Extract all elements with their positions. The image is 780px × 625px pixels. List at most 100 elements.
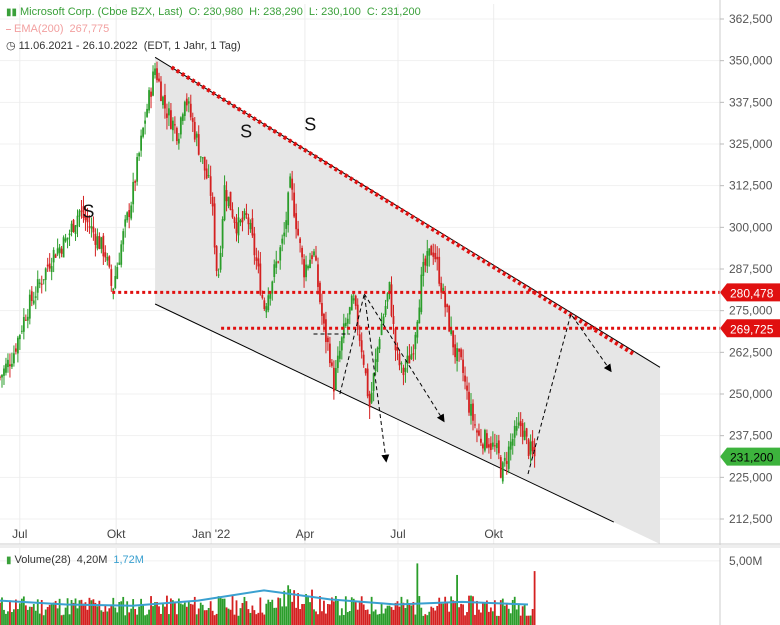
volume-bar	[124, 615, 127, 625]
volume-bar	[1, 597, 3, 625]
volume-bar	[201, 604, 204, 625]
volume-bar	[390, 607, 393, 625]
volume-bar	[426, 615, 429, 625]
legend-line-2: ⎯ EMA(200) 267,775	[6, 23, 115, 35]
volume-bar	[20, 598, 23, 625]
volume-bar	[70, 599, 73, 625]
volume-bar	[430, 606, 433, 625]
candle-body	[382, 316, 385, 324]
volume-bar	[376, 614, 379, 625]
candle-body	[446, 304, 449, 308]
volume-bar	[46, 606, 49, 625]
candle-body	[436, 256, 439, 260]
volume-bar	[438, 597, 441, 625]
volume-bar	[440, 603, 443, 625]
candle-body	[132, 181, 135, 205]
volume-bar	[501, 598, 504, 625]
candle-body	[517, 422, 520, 426]
candle-body	[338, 350, 341, 359]
volume-bar	[416, 563, 419, 625]
volume-bar	[499, 600, 502, 625]
candle-body	[354, 295, 357, 306]
candle-icon: ▮▮	[6, 7, 18, 18]
volume-bar	[144, 615, 146, 625]
volume-bar	[398, 606, 401, 625]
volume-bar	[281, 606, 284, 625]
candle-body	[350, 295, 353, 311]
candle-body	[168, 108, 170, 116]
candle-body	[370, 392, 373, 403]
volume-bar	[74, 598, 77, 625]
candle-body	[430, 245, 433, 256]
y-tick-label: 212,500	[729, 512, 773, 526]
candle-body	[164, 95, 166, 109]
candle-body	[505, 461, 508, 464]
candle-body	[239, 220, 242, 223]
candle-body	[68, 233, 71, 236]
volume-bar	[116, 612, 119, 625]
candle-body	[501, 462, 504, 482]
candle-body	[279, 247, 282, 261]
candle-body	[523, 430, 526, 441]
candle-body	[86, 215, 89, 223]
candle-body	[438, 256, 441, 284]
volume-bar	[408, 603, 411, 625]
candle-body	[283, 232, 286, 237]
candle-body	[34, 296, 37, 298]
volume-bar	[92, 599, 95, 625]
candle-body	[215, 246, 218, 272]
volume-bar	[241, 602, 244, 625]
volume-bar	[507, 608, 510, 625]
candle-body	[293, 192, 296, 217]
volume-bar	[255, 614, 258, 625]
price-axis: 362,500 350,000 337,500 325,000 312,500 300,0…	[719, 0, 773, 625]
candle-body	[521, 423, 524, 437]
volume-bar	[215, 613, 218, 625]
candle-body	[356, 304, 359, 330]
volume-bar	[283, 590, 286, 625]
candle-body	[289, 176, 292, 188]
candle-body	[96, 236, 99, 249]
candle-body	[277, 261, 280, 263]
candle-body	[462, 359, 464, 373]
volume-bar	[209, 601, 212, 625]
volume-bar	[287, 585, 290, 625]
symbol-name: Microsoft Corp. (Cboe BZX, Last)	[20, 6, 183, 18]
y-tick-label: 287,500	[729, 262, 773, 276]
volume-bar	[5, 613, 7, 625]
volume-bar	[418, 596, 421, 625]
volume-bar	[219, 597, 222, 625]
candle-body	[390, 284, 393, 316]
candle-body	[484, 430, 486, 451]
candle-body	[418, 307, 421, 324]
candle-body	[140, 135, 143, 151]
low-value: L: 230,100	[308, 6, 361, 18]
volume-bar	[436, 605, 439, 625]
volume-bar	[146, 614, 148, 625]
candle-body	[0, 376, 1, 378]
volume-bar	[474, 614, 476, 625]
s-label: S	[240, 121, 252, 141]
volume-bar	[86, 609, 89, 625]
volume-bar	[100, 610, 103, 625]
volume-bar	[173, 603, 176, 625]
candle-body	[380, 323, 383, 336]
volume-bar	[257, 612, 260, 625]
candle-body	[313, 251, 315, 256]
volume-bar	[452, 600, 455, 625]
volume-bar	[108, 608, 111, 625]
candle-body	[474, 424, 476, 426]
volume-tick-label: 5,00M	[729, 554, 762, 568]
volume-bar	[56, 608, 59, 625]
volume-bar	[13, 609, 15, 625]
volume-bar	[313, 609, 315, 625]
volume-bar	[217, 596, 220, 625]
volume-bar	[487, 611, 490, 625]
candle-body	[3, 368, 5, 376]
candle-body	[195, 133, 198, 138]
candle-body	[330, 362, 333, 366]
volume-bar	[22, 596, 25, 625]
volume-bar	[323, 600, 325, 625]
candle-body	[54, 254, 57, 258]
candle-body	[193, 121, 196, 140]
